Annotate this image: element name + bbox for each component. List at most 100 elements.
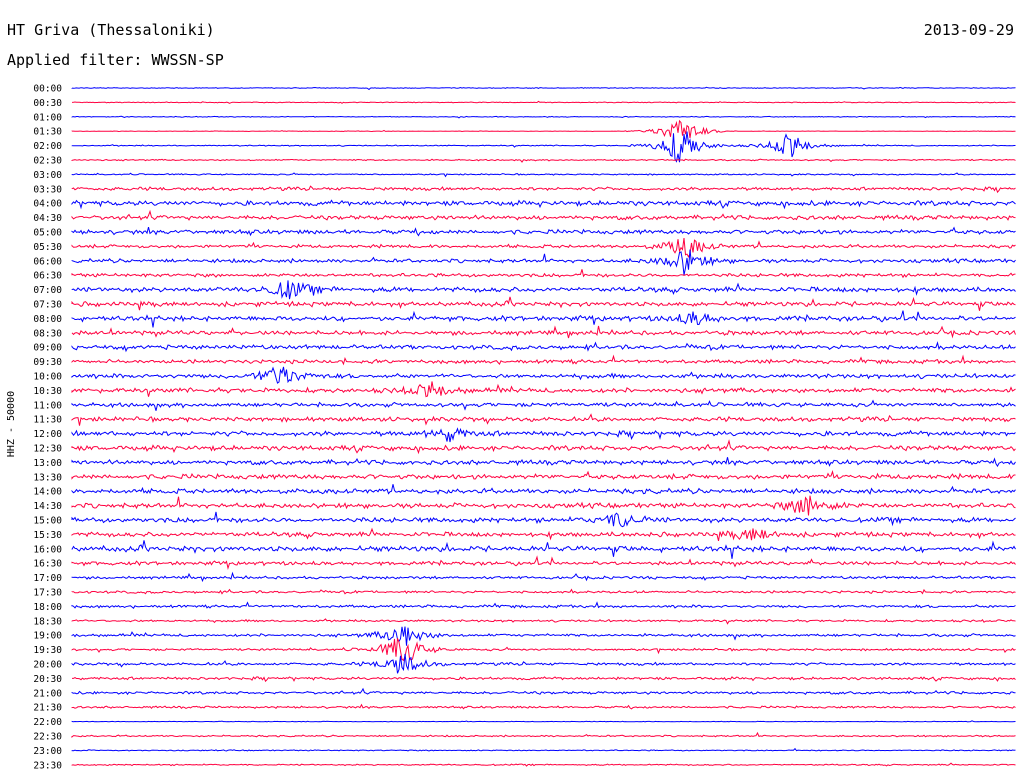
row-time-label: 07:30 — [33, 300, 62, 311]
trace-row-0700 — [71, 280, 1016, 300]
trace-row-2200 — [71, 720, 1016, 723]
row-time-label: 04:30 — [33, 213, 62, 224]
trace-row-1500 — [71, 511, 1016, 528]
trace-row-0430 — [71, 209, 1016, 222]
row-time-label: 11:30 — [33, 415, 62, 426]
row-time-label: 12:00 — [33, 429, 62, 440]
row-time-label: 19:00 — [33, 631, 62, 642]
trace-row-1030 — [71, 381, 1016, 398]
trace-row-1000 — [71, 366, 1016, 384]
trace-row-1400 — [71, 484, 1016, 496]
row-time-label: 20:00 — [33, 660, 62, 671]
row-time-label: 16:00 — [33, 544, 62, 555]
trace-row-0900 — [71, 341, 1016, 353]
row-time-label: 19:30 — [33, 645, 62, 656]
row-time-label: 15:00 — [33, 516, 62, 527]
row-time-label: 10:30 — [33, 386, 62, 397]
row-time-label: 09:00 — [33, 343, 62, 354]
trace-row-1700 — [71, 571, 1016, 583]
trace-row-0600 — [71, 249, 1016, 276]
trace-row-1430 — [71, 495, 1016, 516]
trace-row-1600 — [71, 540, 1016, 559]
row-time-label: 00:30 — [33, 98, 62, 109]
trace-row-0630 — [71, 269, 1016, 279]
date-label: 2013-09-29 — [923, 21, 1014, 39]
row-time-label: 13:30 — [33, 472, 62, 483]
trace-row-0930 — [71, 354, 1016, 366]
row-time-label: 03:00 — [33, 170, 62, 181]
row-time-label: 21:00 — [33, 688, 62, 699]
row-time-label: 07:00 — [33, 285, 62, 296]
row-time-label: 05:30 — [33, 242, 62, 253]
trace-row-1930 — [71, 638, 1016, 662]
row-time-label: 11:00 — [33, 400, 62, 411]
y-axis-label: HHZ - 50000 — [6, 391, 17, 457]
trace-row-1100 — [71, 399, 1016, 411]
row-time-label: 18:30 — [33, 616, 62, 627]
trace-row-0500 — [71, 226, 1016, 237]
row-time-label: 23:30 — [33, 760, 62, 771]
trace-row-1330 — [71, 469, 1016, 481]
row-time-label: 05:00 — [33, 228, 62, 239]
trace-row-1300 — [71, 457, 1016, 468]
row-time-label: 22:30 — [33, 732, 62, 743]
trace-row-1800 — [71, 601, 1016, 609]
row-time-label: 08:00 — [33, 314, 62, 325]
row-time-label: 21:30 — [33, 703, 62, 714]
row-time-label: 13:00 — [33, 458, 62, 469]
row-time-label: 23:00 — [33, 746, 62, 757]
row-time-label: 22:00 — [33, 717, 62, 728]
trace-row-1830 — [71, 618, 1016, 625]
row-time-label: 04:00 — [33, 199, 62, 210]
row-time-label: 18:00 — [33, 602, 62, 613]
trace-row-2230 — [71, 731, 1016, 738]
trace-row-0230 — [71, 158, 1016, 163]
row-time-label: 08:30 — [33, 328, 62, 339]
row-time-label: 17:00 — [33, 573, 62, 584]
trace-row-1730 — [71, 588, 1016, 595]
trace-row-0100 — [71, 115, 1016, 119]
row-time-label: 02:00 — [33, 141, 62, 152]
station-title: HT Griva (Thessaloniki) — [7, 21, 215, 39]
row-time-label: 06:30 — [33, 271, 62, 282]
row-time-label: 20:30 — [33, 674, 62, 685]
row-time-label: 03:30 — [33, 184, 62, 195]
trace-row-0400 — [71, 199, 1016, 210]
trace-row-0030 — [71, 100, 1016, 104]
trace-row-0830 — [71, 325, 1016, 339]
trace-row-0530 — [71, 238, 1016, 258]
row-time-label: 10:00 — [33, 372, 62, 383]
trace-row-0800 — [71, 310, 1016, 328]
trace-row-1230 — [71, 439, 1016, 455]
row-time-label: 15:30 — [33, 530, 62, 541]
trace-row-1130 — [71, 413, 1016, 426]
row-time-label: 14:30 — [33, 501, 62, 512]
trace-row-1200 — [71, 427, 1016, 443]
trace-row-1900 — [71, 626, 1016, 646]
row-time-label: 12:30 — [33, 444, 62, 455]
row-time-label: 06:00 — [33, 256, 62, 267]
trace-row-2330 — [71, 762, 1016, 767]
trace-row-0300 — [71, 172, 1016, 178]
row-time-label: 00:00 — [33, 84, 62, 95]
row-time-label: 09:30 — [33, 357, 62, 368]
row-time-label: 16:30 — [33, 559, 62, 570]
trace-row-1630 — [71, 555, 1016, 570]
row-time-label: 01:30 — [33, 127, 62, 138]
row-time-label: 17:30 — [33, 588, 62, 599]
row-time-label: 01:00 — [33, 112, 62, 123]
trace-row-2100 — [71, 687, 1016, 696]
trace-row-0000 — [71, 86, 1016, 91]
trace-row-0330 — [71, 185, 1016, 194]
row-time-label: 02:30 — [33, 156, 62, 167]
trace-row-2030 — [72, 676, 1016, 683]
trace-row-2000 — [71, 653, 1016, 674]
trace-row-0130 — [71, 119, 1016, 139]
trace-row-1530 — [71, 527, 1016, 542]
trace-row-0200 — [71, 131, 1016, 163]
row-time-label: 14:00 — [33, 487, 62, 498]
trace-row-2130 — [71, 703, 1016, 710]
filter-label: Applied filter: WWSSN-SP — [7, 51, 224, 69]
trace-row-0730 — [71, 296, 1016, 311]
